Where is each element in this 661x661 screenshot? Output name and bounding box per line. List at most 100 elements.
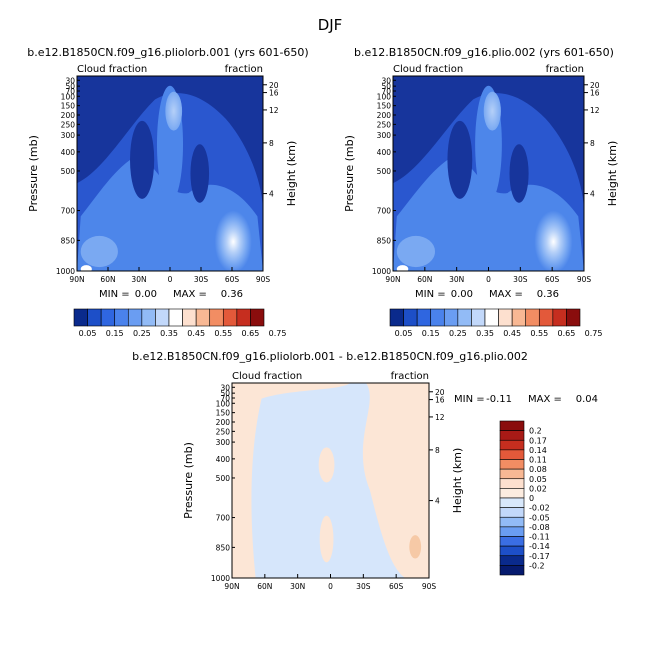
field-core [396, 265, 409, 271]
y-right-tick-label: 16 [590, 89, 600, 98]
colorbar-swatch [538, 308, 554, 327]
colorbar-swatch [499, 459, 525, 470]
colorbar-label: 0.02 [529, 484, 547, 493]
subtitle-left: Cloud fraction [77, 64, 147, 75]
y-tick-label: 1000 [372, 267, 391, 276]
max-value: 0.36 [537, 289, 559, 300]
colorbar-label: 0.15 [422, 329, 440, 338]
y-tick-label: 50 [381, 82, 391, 91]
x-tick-label: 30N [131, 275, 146, 284]
colorbar-swatch [499, 555, 525, 566]
field-core [214, 210, 252, 271]
colorbar-swatch [499, 516, 525, 528]
x-tick-label: 30S [513, 275, 528, 284]
y-axis-label: Pressure (mb) [182, 442, 195, 519]
y-tick-label: 100 [61, 92, 76, 101]
y-tick-label: 300 [377, 131, 392, 140]
colorbar-swatch [499, 449, 525, 460]
x-tick-label: 60S [389, 582, 404, 591]
colorbar-label: -0.14 [529, 542, 550, 551]
y-tick-label: 250 [216, 427, 231, 436]
colorbar-label: 0.08 [529, 465, 547, 474]
field-core [483, 91, 501, 131]
panel-title: b.e12.B1850CN.f09_g16.pliolorb.001 - b.e… [132, 350, 528, 363]
x-tick-label: 30N [290, 582, 305, 591]
colorbar-swatch [499, 430, 525, 441]
colorbar-swatch [511, 308, 527, 327]
panel-title: b.e12.B1850CN.f09_g16.plio.002 (yrs 601-… [354, 46, 614, 59]
colorbar-swatch [73, 308, 88, 327]
colorbar-swatch [222, 308, 238, 327]
y-right-tick-label: 8 [590, 139, 595, 148]
y-tick-label: 150 [377, 102, 392, 111]
field-core [190, 144, 210, 203]
colorbar-swatch [499, 545, 525, 557]
contour-field [232, 383, 429, 578]
y-tick-label: 200 [216, 418, 231, 427]
y-tick-label: 400 [377, 148, 392, 157]
colorbar-label: 0.75 [585, 329, 603, 338]
colorbar-label: 0.45 [503, 329, 521, 338]
colorbar-label: 0.35 [476, 329, 494, 338]
y-tick-label: 100 [216, 399, 231, 408]
field-core [396, 235, 436, 268]
min-value: 0.00 [135, 289, 157, 300]
y-right-tick-label: 12 [269, 106, 279, 115]
field-band [362, 383, 429, 578]
colorbar-swatch [499, 478, 525, 489]
figure-title: DJF [318, 16, 343, 34]
y-right-axis-label: Height (km) [451, 448, 464, 514]
x-tick-label: 90S [577, 275, 592, 284]
y-tick-label: 1000 [211, 574, 230, 583]
min-value: -0.11 [486, 394, 512, 405]
colorbar-label: 0.05 [395, 329, 413, 338]
y-tick-label: 850 [377, 236, 392, 245]
colorbar-swatch [114, 308, 129, 327]
y-tick-label: 850 [61, 236, 76, 245]
subtitle-right: fraction [225, 64, 263, 75]
subtitle-right: fraction [391, 371, 429, 382]
colorbar-swatch [499, 565, 525, 576]
x-tick-label: 0 [486, 275, 491, 284]
y-tick-label: 700 [216, 514, 231, 523]
y-tick-label: 250 [377, 120, 392, 129]
colorbar-label: -0.11 [529, 533, 550, 542]
x-tick-label: 90N [385, 275, 400, 284]
subtitle-left: Cloud fraction [232, 371, 302, 382]
colorbar-label: 0.65 [242, 329, 260, 338]
y-tick-label: 100 [377, 92, 392, 101]
max-label: MAX = [489, 289, 523, 300]
colorbar-swatch [499, 526, 525, 537]
y-axis-label: Pressure (mb) [343, 135, 356, 212]
y-tick-label: 50 [220, 389, 230, 398]
y-tick-label: 400 [61, 148, 76, 157]
y-tick-label: 250 [61, 120, 76, 129]
colorbar-label: -0.2 [529, 561, 545, 570]
y-right-tick-label: 4 [269, 190, 274, 199]
y-right-tick-label: 4 [435, 497, 440, 506]
colorbar-swatch [499, 507, 525, 518]
field-core [509, 144, 529, 203]
colorbar-swatch [566, 308, 581, 327]
colorbar-swatch [127, 308, 143, 327]
colorbar-label: 0.35 [160, 329, 178, 338]
panel-title: b.e12.B1850CN.f09_g16.pliolorb.001 (yrs … [27, 46, 308, 59]
colorbar-label: -0.08 [529, 523, 550, 532]
colorbar-label: 0.25 [449, 329, 467, 338]
colorbar-swatch [416, 308, 432, 327]
y-right-tick-label: 16 [269, 89, 279, 98]
y-tick-label: 300 [216, 438, 231, 447]
x-tick-label: 90S [256, 275, 271, 284]
contour-field [393, 76, 584, 271]
x-tick-label: 30S [356, 582, 371, 591]
colorbar-swatch [499, 468, 525, 480]
colorbar-swatch [499, 420, 525, 431]
field-core [386, 565, 397, 576]
y-right-tick-label: 8 [435, 446, 440, 455]
min-value: 0.00 [451, 289, 473, 300]
colorbar-swatch [155, 308, 170, 327]
x-tick-label: 30N [449, 275, 464, 284]
y-tick-label: 50 [65, 82, 75, 91]
colorbar-label: 0.55 [530, 329, 548, 338]
